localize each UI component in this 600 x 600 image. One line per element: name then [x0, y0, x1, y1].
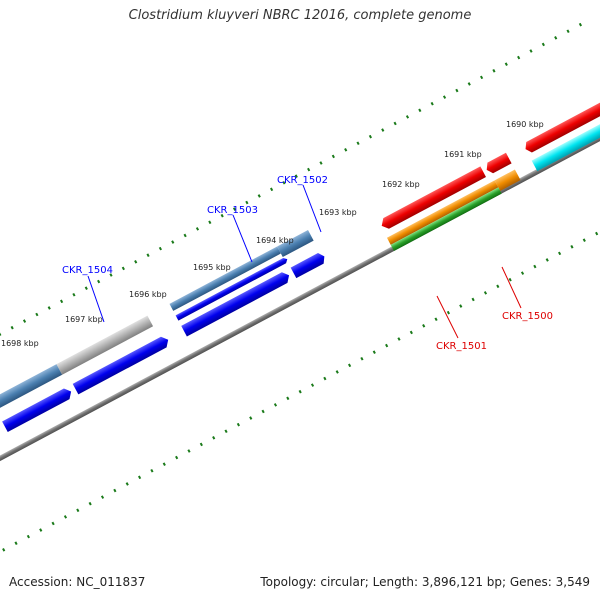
- accession-text: Accession: NC_011837: [9, 575, 146, 589]
- scale-label: 1691 kbp: [444, 150, 482, 159]
- track-group: [0, 21, 600, 552]
- outer-scale-track: [0, 21, 584, 383]
- feature-bar: [277, 230, 314, 258]
- gene-label: CKR_1501: [436, 341, 487, 352]
- leader-line: [232, 214, 253, 263]
- cds-arrow: [290, 253, 325, 279]
- feature-bar: [494, 169, 521, 191]
- feature-bar: [56, 315, 154, 375]
- scale-label: 1692 kbp: [382, 180, 420, 189]
- feature-bar: [390, 187, 502, 252]
- leader-line: [87, 275, 105, 323]
- cds-arrow: [181, 272, 290, 337]
- leader-line: [501, 266, 522, 309]
- gene-label: CKR_1500: [502, 311, 553, 322]
- scale-labels: 1690 kbp 1691 kbp 1692 kbp 1693 kbp 1694…: [1, 120, 544, 348]
- scale-label: 1695 kbp: [193, 263, 231, 272]
- scale-label: 1694 kbp: [256, 236, 294, 245]
- inner-dotted-track: [2, 191, 600, 552]
- gene-label: CKR_1502: [277, 175, 328, 186]
- leader-line: [302, 184, 322, 233]
- cds-arrow: [486, 152, 512, 174]
- cds-arrow: [2, 388, 72, 433]
- gene-labels: CKR_1504 CKR_1503 CKR_1502 CKR_1501 CKR_…: [62, 175, 553, 352]
- feature-bar: [169, 246, 281, 311]
- scale-label: 1697 kbp: [65, 315, 103, 324]
- gene-label: CKR_1503: [207, 205, 258, 216]
- scale-label: 1698 kbp: [1, 339, 39, 348]
- genome-summary: Topology: circular; Length: 3,896,121 bp…: [260, 575, 590, 589]
- feature-bar: [0, 364, 63, 410]
- cds-arrow: [72, 336, 169, 395]
- scale-label: 1693 kbp: [319, 208, 357, 217]
- gene-label: CKR_1504: [62, 265, 113, 276]
- cds-arrow: [525, 92, 600, 153]
- map-title: Clostridium kluyveri NBRC 12016, complet…: [128, 8, 472, 23]
- scale-label: 1690 kbp: [506, 120, 544, 129]
- feature-bar: [386, 180, 499, 245]
- leader-line: [436, 295, 459, 339]
- cds-arrow: [381, 166, 487, 229]
- cds-arrow: [175, 257, 288, 321]
- feature-bar: [531, 108, 600, 172]
- scale-label: 1696 kbp: [129, 290, 167, 299]
- genome-backbone: [0, 117, 600, 480]
